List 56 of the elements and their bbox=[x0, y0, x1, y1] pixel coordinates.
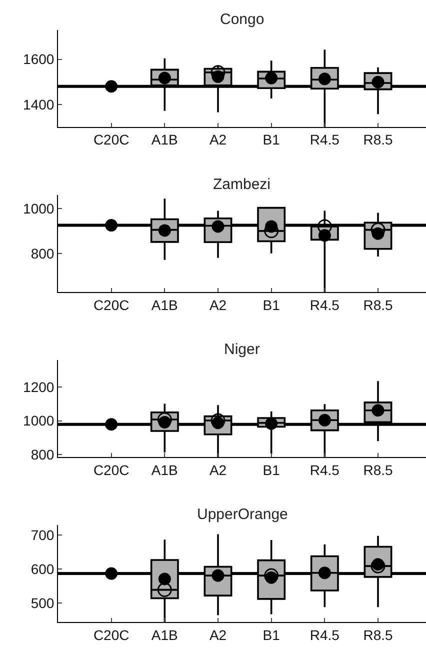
point bbox=[158, 224, 171, 237]
point bbox=[265, 72, 278, 84]
y-tick-label: 500 bbox=[30, 594, 54, 611]
point bbox=[372, 76, 384, 88]
x-tick-label: R4.5 bbox=[310, 132, 340, 148]
point bbox=[265, 417, 278, 430]
point bbox=[105, 418, 118, 431]
x-tick-label: B1 bbox=[262, 462, 280, 478]
x-tick-label: A2 bbox=[209, 132, 227, 148]
point bbox=[212, 220, 224, 233]
y-tick-label: 1000 bbox=[23, 200, 54, 216]
y-tick-label: 1000 bbox=[23, 412, 54, 429]
chart-title: UpperOrange bbox=[197, 506, 288, 523]
y-tick-label: 800 bbox=[30, 446, 54, 463]
x-tick-label: B1 bbox=[262, 296, 280, 313]
y-tick-label: 600 bbox=[30, 561, 54, 578]
point bbox=[317, 219, 332, 234]
x-tick-label: R4.5 bbox=[310, 296, 340, 313]
x-tick-label: C20C bbox=[93, 462, 130, 478]
point bbox=[157, 582, 172, 598]
y-tick-label: 700 bbox=[30, 527, 54, 544]
point bbox=[105, 219, 118, 232]
chart-title: Zambezi bbox=[213, 176, 271, 193]
x-tick-label: A1B bbox=[151, 296, 178, 313]
chart-title: Congo bbox=[220, 11, 264, 28]
point bbox=[212, 569, 224, 582]
x-tick-label: B1 bbox=[262, 132, 280, 148]
y-tick-label: 1400 bbox=[23, 96, 54, 112]
y-tick-label: 1200 bbox=[23, 378, 54, 395]
y-tick-label: 1600 bbox=[23, 51, 54, 68]
x-tick-label: R8.5 bbox=[363, 296, 393, 313]
y-tick-label: 800 bbox=[30, 245, 54, 262]
chart-title: Niger bbox=[224, 341, 260, 358]
x-tick-label: R8.5 bbox=[363, 626, 393, 643]
x-tick-label: C20C bbox=[93, 626, 130, 643]
x-tick-label: A2 bbox=[209, 626, 227, 643]
point bbox=[372, 404, 384, 417]
x-tick-label: R8.5 bbox=[363, 462, 393, 478]
point bbox=[105, 80, 118, 93]
point bbox=[158, 572, 171, 586]
point bbox=[318, 72, 331, 86]
x-tick-label: A1B bbox=[151, 462, 178, 478]
x-tick-label: C20C bbox=[93, 132, 130, 148]
point bbox=[158, 72, 171, 84]
point bbox=[318, 414, 331, 426]
x-tick-label: A2 bbox=[209, 296, 227, 313]
x-tick-label: A1B bbox=[151, 132, 178, 148]
point bbox=[318, 566, 331, 580]
x-tick-label: A2 bbox=[209, 462, 227, 478]
x-tick-label: B1 bbox=[262, 626, 280, 643]
x-tick-label: R4.5 bbox=[310, 626, 340, 643]
x-tick-label: C20C bbox=[93, 296, 130, 313]
x-tick-label: R8.5 bbox=[363, 132, 393, 148]
point bbox=[105, 567, 118, 580]
x-tick-label: R4.5 bbox=[310, 462, 340, 478]
x-tick-label: A1B bbox=[151, 626, 178, 643]
